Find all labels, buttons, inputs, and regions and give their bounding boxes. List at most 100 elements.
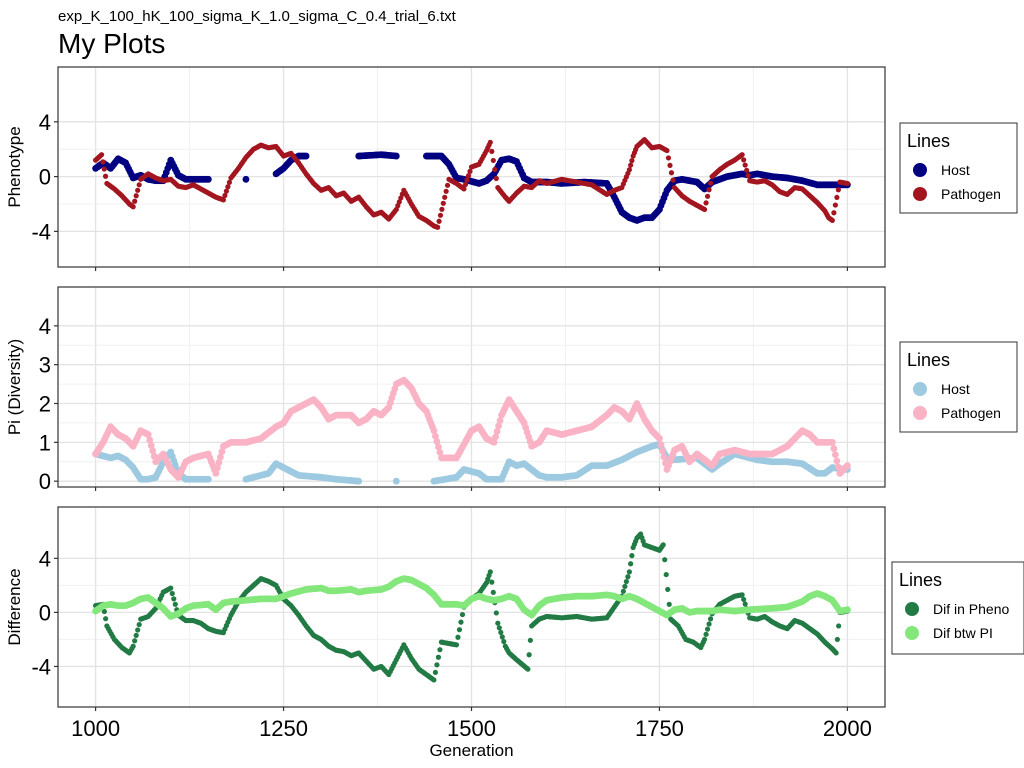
data-point — [739, 592, 745, 598]
data-point — [439, 206, 445, 212]
data-point — [703, 200, 709, 206]
data-point — [829, 217, 835, 224]
y-axis-label: Pi (Diversity) — [5, 339, 24, 435]
data-point — [436, 218, 442, 224]
y-tick-label: -4 — [31, 654, 51, 679]
data-point — [526, 652, 532, 658]
y-tick-label: 4 — [39, 110, 51, 135]
data-point — [436, 449, 444, 456]
data-point — [467, 168, 473, 174]
data-point — [662, 557, 668, 563]
data-point — [136, 182, 142, 188]
series-dif-in-pheno — [92, 531, 851, 683]
data-point — [707, 180, 714, 186]
data-point — [218, 448, 226, 456]
data-point — [703, 631, 709, 637]
data-point — [739, 152, 745, 158]
data-point — [495, 620, 501, 626]
data-point — [440, 200, 446, 206]
data-point — [704, 626, 711, 632]
data-point — [706, 187, 712, 193]
data-point — [392, 152, 400, 160]
data-point — [830, 445, 838, 452]
data-point — [498, 629, 504, 636]
data-point — [745, 172, 751, 179]
data-point — [100, 159, 106, 165]
data-point — [490, 589, 496, 596]
x-tick-label: 1750 — [635, 716, 684, 741]
data-point — [493, 428, 501, 435]
data-point — [620, 588, 626, 594]
data-point — [490, 157, 496, 164]
plot-title: My Plots — [58, 28, 165, 59]
data-point — [835, 187, 841, 193]
data-point — [701, 206, 708, 213]
data-point — [629, 553, 635, 559]
series-pathogen — [92, 376, 851, 481]
data-point — [222, 192, 228, 199]
data-point — [458, 619, 464, 625]
data-point — [831, 451, 839, 459]
data-point — [657, 441, 665, 449]
data-point — [831, 210, 837, 216]
data-point — [461, 186, 467, 192]
data-point — [492, 433, 499, 441]
y-tick-label: 0 — [39, 469, 51, 494]
data-point — [629, 158, 635, 164]
data-point — [496, 417, 504, 424]
data-point — [668, 170, 675, 176]
data-point — [103, 616, 109, 622]
x-tick-label: 1000 — [71, 716, 120, 741]
data-point — [492, 166, 498, 173]
data-point — [706, 621, 712, 627]
data-point — [670, 177, 676, 183]
data-point — [212, 470, 220, 477]
data-point — [455, 634, 461, 640]
x-tick-label: 2000 — [823, 716, 872, 741]
data-point — [302, 152, 310, 160]
data-point — [487, 139, 493, 145]
series-pathogen — [92, 137, 851, 230]
legend-key — [905, 602, 919, 616]
data-point — [741, 157, 747, 163]
data-point — [742, 601, 748, 607]
legend-title: Lines — [907, 350, 950, 370]
data-point — [489, 148, 495, 154]
data-point — [844, 606, 851, 614]
legend-label: Dif btw PI — [933, 625, 993, 641]
data-point — [355, 477, 363, 485]
data-point — [527, 637, 533, 643]
data-point — [656, 435, 663, 442]
data-point — [628, 162, 634, 168]
data-point — [146, 436, 154, 444]
data-point — [437, 647, 443, 653]
data-point — [132, 198, 138, 204]
data-point — [204, 475, 212, 483]
legend-label: Pathogen — [941, 405, 1001, 421]
data-point — [168, 585, 174, 591]
y-tick-label: -4 — [31, 219, 51, 244]
data-point — [242, 175, 250, 183]
data-point — [453, 642, 460, 648]
data-point — [433, 438, 441, 445]
data-point — [169, 590, 175, 597]
data-point — [431, 677, 437, 683]
data-point — [844, 462, 851, 470]
data-point — [493, 175, 499, 182]
data-point — [834, 194, 840, 201]
series-dif-btw-pi — [92, 575, 851, 620]
data-point — [741, 596, 747, 603]
y-tick-label: 0 — [39, 600, 51, 625]
data-point — [136, 621, 142, 628]
data-point — [834, 636, 840, 643]
data-point — [462, 181, 469, 188]
data-point — [444, 182, 451, 188]
data-point — [707, 616, 714, 622]
data-point — [622, 583, 628, 590]
legend-title: Lines — [899, 570, 942, 590]
data-point — [459, 611, 466, 618]
legend-title: Lines — [907, 131, 950, 151]
data-point — [495, 422, 502, 430]
legend-key — [905, 626, 919, 640]
